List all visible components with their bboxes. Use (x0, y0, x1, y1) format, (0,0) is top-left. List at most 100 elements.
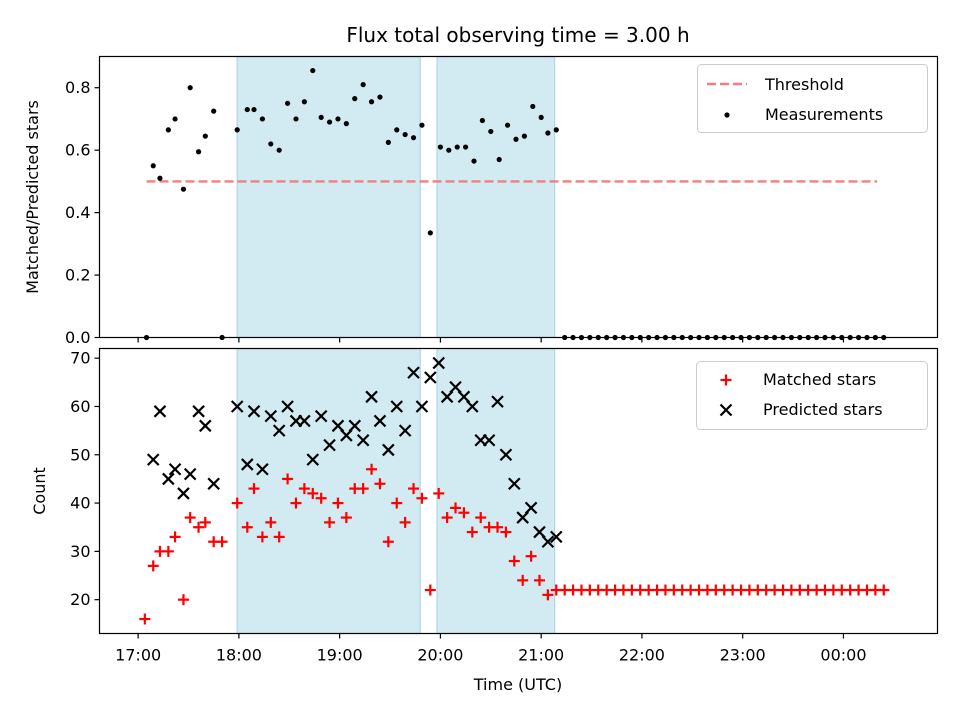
measurement-point (471, 158, 477, 164)
matched-star-marker (517, 574, 529, 586)
top-x-ticks (137, 337, 845, 343)
measurement-point (326, 119, 333, 125)
matched-star-marker (169, 531, 181, 543)
bottom-x-tick-label: 22:00 (619, 646, 665, 665)
matched-star-marker (290, 497, 302, 509)
ratio-panel: 0.00.20.40.60.8 Matched/Predicted stars … (23, 55, 939, 347)
predicted-star-marker (153, 405, 167, 418)
measurement-point (276, 147, 282, 153)
matched-star-marker (508, 555, 520, 567)
measurement-point (335, 116, 341, 122)
predicted-star-markers (146, 356, 563, 548)
measurement-point (165, 127, 171, 133)
bottom-x-tick-label: 18:00 (216, 646, 262, 665)
matched-star-marker (391, 497, 403, 509)
matched-star-marker (307, 487, 319, 499)
bottom-y-tick-label: 70 (70, 349, 90, 368)
matched-star-marker (399, 516, 411, 528)
top-y-tick-label: 0.0 (65, 328, 90, 347)
predicted-star-marker (524, 501, 538, 515)
bottom-x-ticks: 17:00 18:00 19:00 20:00 21:00 22:00 23:00 00:00 (115, 633, 867, 665)
matched-star-marker (177, 594, 189, 606)
measurement-point (454, 144, 460, 150)
measurement-point (284, 100, 291, 106)
top-y-tick-label: 0.6 (65, 141, 90, 160)
predicted-star-marker (398, 424, 412, 437)
matched-star-marker (450, 502, 462, 514)
predicted-star-marker (424, 371, 437, 384)
predicted-star-marker (192, 405, 205, 418)
measurement-point (377, 94, 383, 100)
matched-star-marker (466, 526, 478, 538)
measurement-point (211, 108, 217, 114)
bottom-x-tick-label: 23:00 (720, 646, 766, 665)
bottom-y-ticks: 20 30 40 50 60 70 (70, 349, 100, 609)
bottom-x-tick-label: 21:00 (518, 646, 564, 665)
top-y-tick-label: 0.4 (65, 203, 90, 222)
legend-plus-mark (720, 374, 732, 386)
predicted-star-marker (508, 477, 521, 491)
measurement-point (360, 82, 366, 88)
matched-star-marker (199, 516, 211, 528)
matched-star-marker (324, 516, 336, 528)
matched-star-marker (273, 531, 285, 543)
predicted-star-marker (162, 472, 175, 486)
predicted-star-marker (373, 414, 387, 428)
x-axis-label: Time (UTC) (473, 675, 562, 694)
measurement-point (234, 127, 240, 133)
predicted-star-marker (365, 390, 378, 404)
measurement-point (545, 130, 551, 136)
predicted-star-marker (298, 414, 311, 428)
matched-star-marker (265, 516, 277, 528)
legend-matched-swatch (720, 374, 732, 386)
matched-star-marker (231, 497, 243, 509)
matched-star-marker (382, 536, 394, 548)
bottom-y-tick-label: 50 (70, 445, 90, 464)
matched-star-markers (139, 463, 890, 625)
matched-star-marker (441, 512, 453, 524)
predicted-star-marker (491, 395, 504, 408)
matched-star-marker (878, 584, 890, 596)
measurement-point (251, 106, 257, 113)
matched-star-marker (139, 613, 151, 625)
matched-star-marker (340, 512, 352, 524)
matched-star-marker (366, 463, 378, 475)
matched-star-marker (315, 492, 327, 504)
measurement-point (202, 133, 208, 139)
predicted-star-marker (432, 356, 446, 370)
matched-star-marker (424, 584, 436, 596)
measurement-point (521, 133, 527, 139)
legend-matched-label: Matched stars (763, 370, 876, 389)
measurement-point (437, 144, 444, 150)
measurement-point (446, 147, 452, 153)
predicted-star-marker (168, 462, 182, 476)
matched-star-marker (542, 589, 554, 601)
predicted-star-marker (256, 462, 269, 476)
matched-star-marker (162, 545, 174, 557)
bottom-x-tick-label: 17:00 (115, 646, 161, 665)
measurement-point (504, 122, 511, 128)
legend-predicted-swatch (719, 403, 733, 417)
measurement-point (318, 114, 324, 120)
predicted-star-marker (390, 400, 404, 413)
measurement-point (343, 121, 349, 127)
top-y-axis-label: Matched/Predicted stars (23, 100, 42, 294)
matched-star-marker (416, 492, 428, 504)
matched-star-marker (184, 512, 196, 524)
predicted-star-marker (183, 467, 197, 481)
measurement-point (394, 127, 400, 133)
measurement-point (368, 99, 375, 105)
measurement-point (244, 106, 250, 113)
predicted-star-marker (247, 405, 261, 418)
matched-star-marker (147, 560, 159, 572)
legend-measurements-label: Measurements (765, 105, 883, 124)
matched-star-marker (282, 473, 294, 485)
matched-star-marker (298, 483, 310, 495)
measurement-point (402, 131, 408, 138)
matched-star-marker (533, 574, 545, 586)
predicted-star-marker (482, 434, 496, 447)
predicted-star-marker (199, 419, 212, 433)
predicted-star-marker (230, 400, 244, 413)
measurement-point (293, 116, 299, 122)
legend-threshold-label: Threshold (764, 75, 844, 94)
